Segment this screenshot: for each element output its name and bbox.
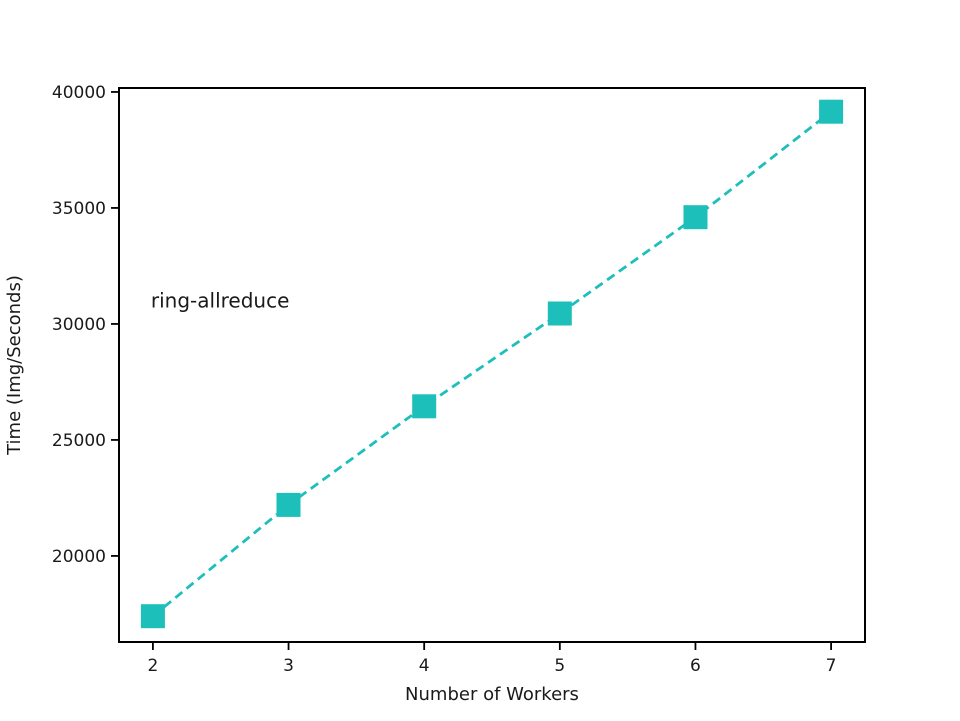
data-point-marker bbox=[683, 205, 708, 230]
data-point-marker bbox=[547, 301, 572, 326]
series-annotation: ring-allreduce bbox=[151, 289, 290, 313]
x-tick-label: 2 bbox=[147, 656, 158, 676]
data-point-marker bbox=[276, 492, 301, 517]
plot-border bbox=[118, 87, 866, 643]
x-tick-label: 4 bbox=[419, 656, 430, 676]
axis-ticks: 2 3 4 5 6 7 20000 25000 30000 35000 40000 bbox=[52, 83, 837, 676]
x-axis-label: Number of Workers bbox=[405, 684, 579, 705]
data-point-marker bbox=[819, 99, 844, 124]
y-tick-label: 35000 bbox=[52, 199, 106, 219]
y-tick-label: 40000 bbox=[52, 83, 106, 103]
series-ring-allreduce bbox=[140, 99, 844, 629]
y-axis-label: Time (Img/Seconds) bbox=[4, 275, 25, 456]
data-point-marker bbox=[412, 394, 437, 419]
y-tick-label: 20000 bbox=[52, 547, 106, 567]
x-tick-label: 3 bbox=[283, 656, 294, 676]
plot-frame bbox=[118, 87, 866, 643]
x-tick-label: 5 bbox=[554, 656, 565, 676]
y-tick-label: 30000 bbox=[52, 315, 106, 335]
x-tick-label: 6 bbox=[690, 656, 701, 676]
x-tick-label: 7 bbox=[826, 656, 837, 676]
y-tick-label: 25000 bbox=[52, 431, 106, 451]
data-point-marker bbox=[140, 604, 165, 629]
series-line bbox=[152, 110, 832, 618]
